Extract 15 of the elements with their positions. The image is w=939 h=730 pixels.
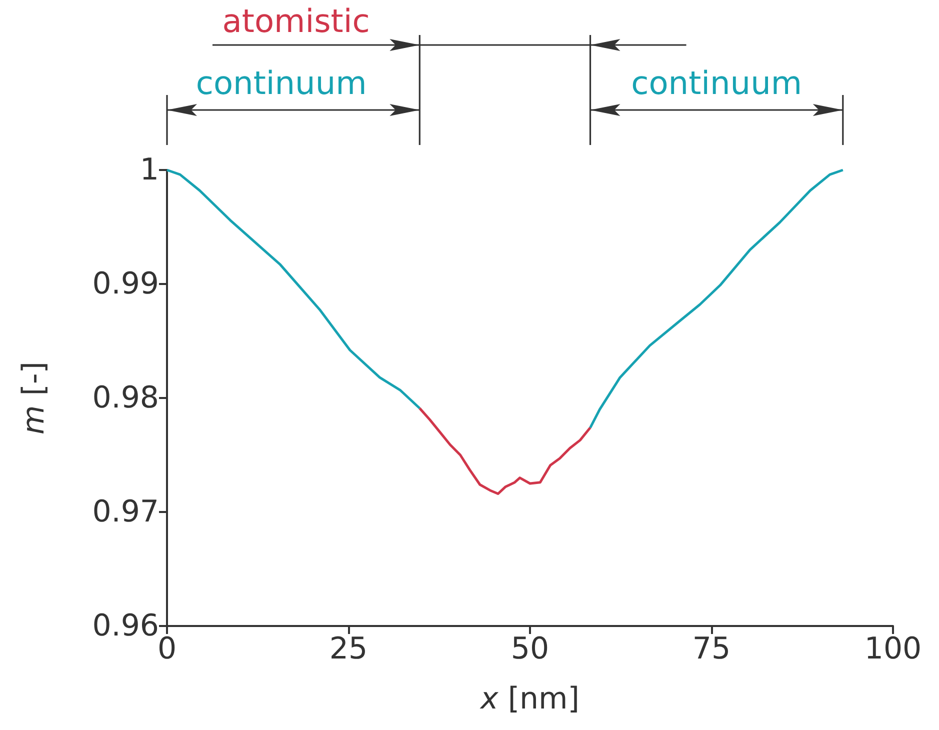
x-tick-label: 25 (329, 632, 368, 666)
y-tick-label: 0.96 (92, 608, 159, 644)
text: continuum (196, 64, 367, 102)
y-tick-label: 0.97 (92, 494, 159, 530)
text: atomistic (222, 2, 370, 40)
x-tick-label: 100 (864, 632, 922, 666)
x-axis-title: x [nm] (480, 682, 580, 716)
y-tick-label: 1 (140, 152, 159, 188)
text: continuum (631, 64, 802, 102)
y-tick-label: 0.98 (92, 380, 159, 416)
x-tick-label: 0 (157, 632, 177, 666)
y-axis-title: m [-] (16, 362, 52, 434)
y-tick-label: 0.99 (92, 266, 159, 302)
x-tick-label: 75 (692, 632, 731, 666)
x-tick-label: 50 (510, 632, 550, 666)
